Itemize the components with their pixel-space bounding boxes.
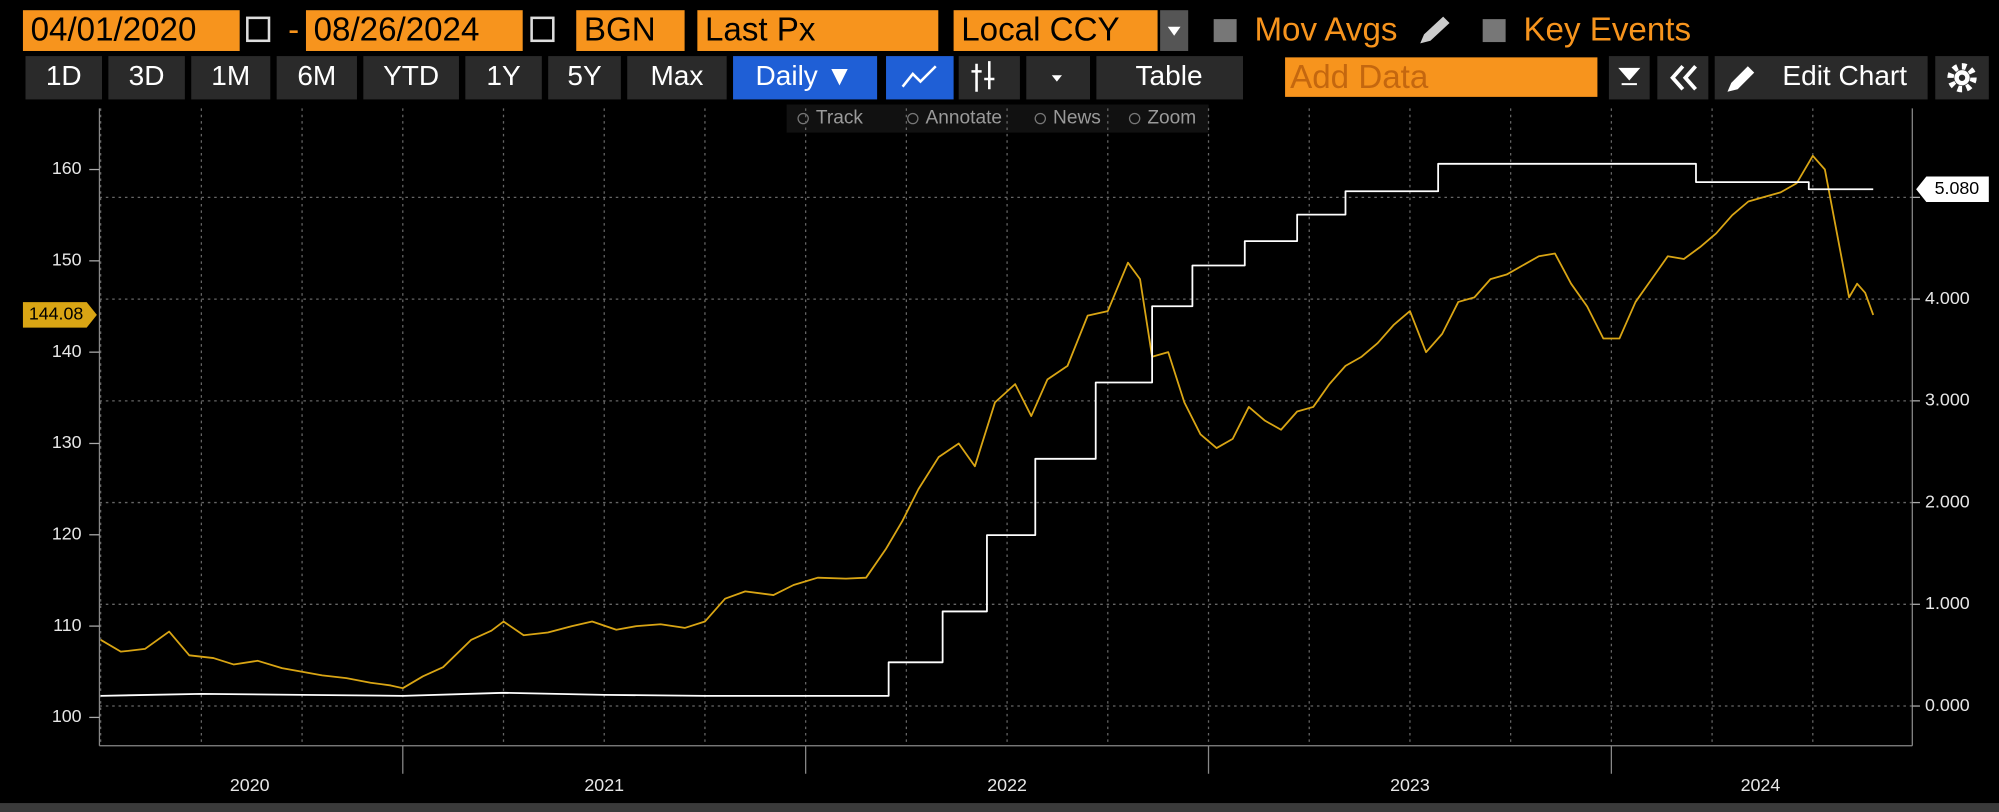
tool-icon [907,112,919,125]
mov-avgs[interactable]: Mov Avgs [1254,12,1397,49]
start-date-box[interactable] [22,10,240,51]
range-label[interactable]: YTD [383,60,439,91]
edit-chart-button[interactable] [1714,56,1928,100]
field[interactable]: Last Px [705,12,816,49]
range-button[interactable] [363,56,459,100]
end-date[interactable]: 08/26/2024 [314,12,480,49]
x-tick-label: 2022 [987,775,1027,795]
filter-icon [1618,67,1641,86]
line-chart-button[interactable] [886,56,954,100]
range-label[interactable]: 1Y [486,60,521,91]
date-separator: - [288,12,299,49]
plot: 100 110 120 130 140 150 160 0.000 1.000 2.000 3.00… [22,108,1989,795]
table-button[interactable] [1096,56,1244,100]
x-tick-label: 2020 [230,775,270,795]
range-label[interactable]: Max [650,60,703,91]
x-tick-label: 2024 [1741,775,1781,795]
calendar-icon[interactable] [246,16,271,43]
add-data[interactable]: Add Data [1290,59,1429,96]
range-button[interactable] [627,56,727,100]
frequency-button[interactable] [733,56,878,100]
tools-bar [786,104,1209,133]
range-label[interactable]: 1D [46,60,82,91]
range-button[interactable] [548,56,621,100]
key-events[interactable]: Key Events [1523,12,1691,49]
range-button[interactable] [276,56,357,100]
tool-icon [797,112,809,125]
x-tick-label: 2021 [584,775,624,795]
series-line [100,154,1875,690]
last-value-tag [22,302,97,328]
source-box[interactable] [576,10,685,51]
gear-icon-hole [1958,74,1966,81]
add-data-box[interactable] [1285,57,1598,97]
bottom-border [0,803,1999,812]
edit-chart[interactable]: Edit Chart [1782,60,1907,91]
tool-icon [1034,112,1047,125]
candle-icon [971,61,995,92]
pencil-icon[interactable] [1420,16,1450,44]
last-value-tag [1916,176,1989,202]
pencil-icon [1727,66,1755,92]
table[interactable]: Table [1136,60,1203,91]
y-tick-label: 140 [52,341,82,361]
dropdown-arrow [1167,26,1181,36]
range-label[interactable]: 3D [129,60,165,91]
line-icon [901,65,937,88]
range-label[interactable]: 6M [297,60,336,91]
range-label[interactable]: 1M [211,60,250,91]
x-tick-label: 2023 [1390,775,1430,795]
y2-tick-label: 4.000 [1925,288,1970,308]
last-value-label: 144.08 [29,304,84,324]
y-tick-label: 110 [53,615,82,635]
range-button[interactable] [25,56,102,100]
toolbar-row: 1D 3D 1M 6M YTD 1Y 5Y Max [25,56,727,100]
tool-label[interactable]: News [1053,108,1101,129]
y-tick-label: 130 [52,432,82,452]
y2-tick-label: 2.000 [1925,491,1970,511]
collapse-icon [1670,65,1698,91]
source[interactable]: BGN [584,12,656,49]
range-button[interactable] [108,56,185,100]
tool-label[interactable]: Zoom [1147,108,1196,129]
y-tick-label: 160 [52,158,82,178]
y-tick-label: 120 [52,524,82,544]
tool-label[interactable]: Track [816,108,864,129]
tool-label[interactable]: Annotate [926,108,1003,129]
tool-icon [1128,112,1141,125]
end-date-box[interactable] [305,10,523,51]
tools: Track Annotate News Zoom [797,108,1196,129]
last-value-label: 5.080 [1935,178,1980,198]
field-box[interactable] [697,10,939,51]
start-date[interactable]: 04/01/2020 [31,12,197,49]
range-button[interactable] [465,56,542,100]
frequency[interactable]: Daily ▼ [756,60,854,91]
currency[interactable]: Local CCY [961,12,1119,49]
range-button[interactable] [191,56,271,100]
checkbox[interactable] [1213,19,1237,43]
dropdown-arrow [1051,75,1062,82]
y2-tick-label: 0.000 [1925,695,1970,715]
y2-tick-label: 3.000 [1925,390,1970,410]
range-label[interactable]: 5Y [567,60,602,91]
y2-tick-label: 1.000 [1925,593,1970,613]
series-line [100,162,1874,697]
calendar-icon[interactable] [530,16,555,43]
gear-icon [1947,63,1977,93]
y-tick-label: 100 [52,706,82,726]
currency-box[interactable] [953,10,1158,51]
y-tick-label: 150 [52,250,82,270]
checkbox[interactable] [1482,19,1506,43]
